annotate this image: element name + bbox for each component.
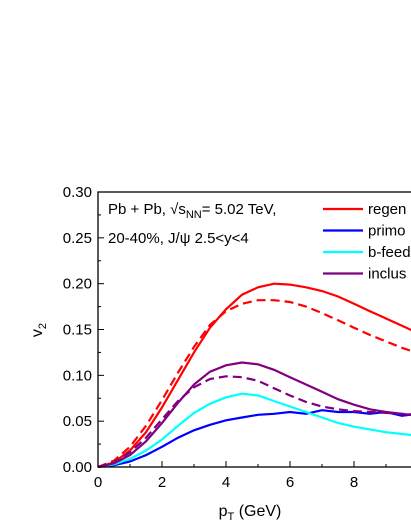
x-tick-label: 8 xyxy=(350,474,358,491)
y-tick-label: 0.05 xyxy=(63,413,92,430)
legend-label: primo xyxy=(368,223,406,240)
y-axis-title: v2 xyxy=(29,323,49,337)
y-tick-label: 0.00 xyxy=(63,459,92,476)
x-tick-label: 0 xyxy=(94,474,102,491)
series-line-5 xyxy=(97,375,411,469)
x-tick-label: 4 xyxy=(222,474,230,491)
x-axis-title: pT (GeV) xyxy=(219,503,282,523)
legend-label: inclus xyxy=(368,266,406,283)
series-line-2 xyxy=(97,409,411,469)
y-tick-label: 0.20 xyxy=(63,276,92,293)
series-line-0 xyxy=(97,282,411,469)
series-line-4 xyxy=(97,361,411,469)
legend: regen primo b-feed inclus xyxy=(323,201,411,283)
y-tick-label: 0.10 xyxy=(63,367,92,384)
y-tick-label: 0.15 xyxy=(63,322,92,339)
annotation-line-2: 20-40%, J/ψ 2.5<y<4 xyxy=(108,230,249,247)
y-tick-label: 0.30 xyxy=(63,184,92,201)
x-tick-label: 6 xyxy=(286,474,294,491)
y-tick-label: 0.25 xyxy=(63,230,92,247)
series-line-3 xyxy=(97,392,411,469)
legend-label: regen xyxy=(368,201,406,218)
annotation-line-1: Pb + Pb, √sNN= 5.02 TeV, xyxy=(108,201,276,221)
legend-label: b-feed xyxy=(368,244,411,261)
x-tick-label: 2 xyxy=(158,474,166,491)
series-line-1 xyxy=(97,299,411,469)
